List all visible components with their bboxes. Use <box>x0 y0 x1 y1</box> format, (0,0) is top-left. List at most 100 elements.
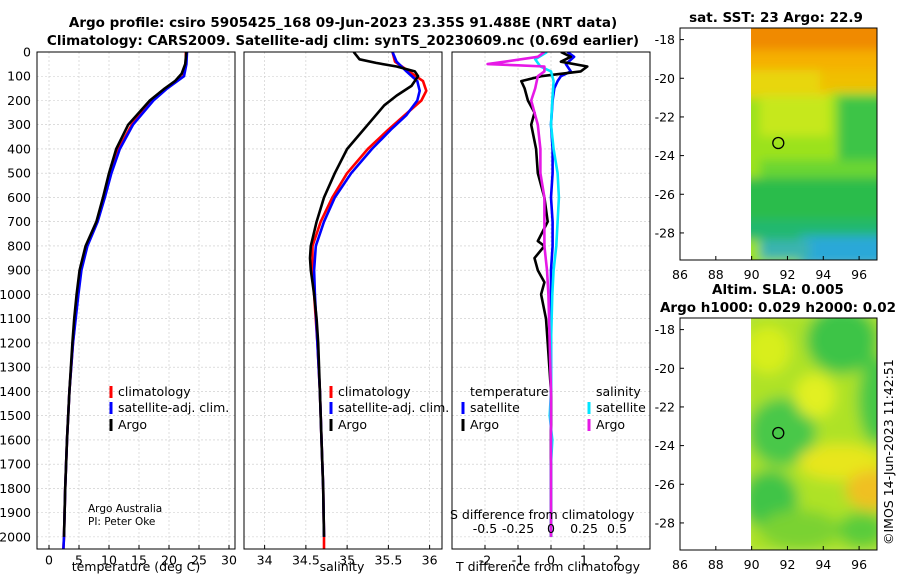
legend-label-climatology: climatology <box>118 384 191 399</box>
legend-label-sal-argo: Argo <box>596 417 625 432</box>
legend-label-temp-argo: Argo <box>470 417 499 432</box>
series-line-argo <box>62 52 188 537</box>
x-tick-label: 25 <box>191 553 207 568</box>
salinity-series <box>308 52 428 549</box>
sdiff-tick-label: 0.5 <box>607 521 627 536</box>
salinity-grid <box>244 51 442 549</box>
depth-tick-labels: 0 100 200 300 400 500 600 700 800 900 1000 1100 1200… <box>0 45 31 545</box>
depth-tick-label: 2000 <box>0 529 31 544</box>
legend-header-temperature: temperature <box>470 384 549 399</box>
sdiff-tick-labels: -0.5 -0.25 0 0.25 0.5 <box>473 521 627 536</box>
sdiff-tick-label: -0.5 <box>473 521 497 536</box>
legend-label-sal-satellite: satellite <box>596 400 646 415</box>
lat-tick-label: -28 <box>655 225 675 240</box>
sst-field <box>751 28 877 260</box>
sst-map: sat. SST: 23 Argo: 22.9 -18-20-22-24-26-… <box>655 10 878 282</box>
depth-tick-label: 0 <box>23 45 31 60</box>
difference-series <box>486 52 589 537</box>
legend-label-argo: Argo <box>118 417 147 432</box>
lon-tick-label: 90 <box>744 557 760 572</box>
temperature-axes-frame <box>36 51 236 550</box>
lat-tick-label: -28 <box>655 515 675 530</box>
x-tick-label: 1 <box>580 553 588 568</box>
lat-tick-label: -26 <box>655 187 675 202</box>
x-tick-label: 20 <box>161 553 177 568</box>
depth-tick-label: 200 <box>7 93 31 108</box>
depth-tick-label: 600 <box>7 190 31 205</box>
difference-legend: temperature salinity satellite Argo sate… <box>461 384 646 432</box>
timestamp: ©IMOS 14-Jun-2023 11:42:51 <box>881 359 896 545</box>
difference-panel: -2 -1 0 1 2 -0.5 -0.25 0 0.25 0.5 S difference f… <box>450 51 651 574</box>
sst-lat-tick-labels: -18 -20 -22 -24 -26 -28 <box>655 32 684 240</box>
legend-label-satellite: satellite-adj. clim. <box>118 400 229 415</box>
depth-tick-label: 1700 <box>0 457 31 472</box>
temperature-tick-labels: 0 5 10 15 20 25 30 <box>45 545 237 568</box>
series-line-salinity-argo <box>486 52 553 537</box>
depth-tick-label: 900 <box>7 263 31 278</box>
lon-tick-label: 86 <box>672 557 688 572</box>
series-line-climatology <box>62 52 188 549</box>
lat-tick-label: -20 <box>655 71 675 86</box>
salinity-panel: 34 34.5 35 35.5 36 salinity climatology sate… <box>243 51 449 574</box>
lon-tick-label: 94 <box>815 267 831 282</box>
depth-tick-label: 100 <box>7 69 31 84</box>
tdiff-tick-labels: -2 -1 0 1 2 <box>479 545 621 568</box>
depth-tick-label: 700 <box>7 214 31 229</box>
sla-map: Altim. SLA: 0.005 Argo h1000: 0.029 h200… <box>655 282 896 572</box>
sdiff-xlabel: S difference from climatology <box>450 507 635 522</box>
lon-tick-label: 86 <box>672 267 688 282</box>
lon-tick-label: 88 <box>708 557 724 572</box>
depth-tick-label: 1000 <box>0 287 31 302</box>
lat-tick-label: -18 <box>655 322 675 337</box>
lon-tick-label: 94 <box>815 557 831 572</box>
depth-tick-label: 1900 <box>0 505 31 520</box>
sst-lon-tick-labels: 86 88 90 92 94 96 <box>672 256 867 282</box>
x-tick-label: 15 <box>131 553 147 568</box>
depth-tick-label: 1800 <box>0 481 31 496</box>
lat-tick-label: -24 <box>655 148 675 163</box>
lat-tick-label: -24 <box>655 438 675 453</box>
salinity-xlabel: salinity <box>320 559 365 574</box>
lon-tick-label: 88 <box>708 267 724 282</box>
temperature-panel: 0100200300400500600700800900100011001200… <box>0 45 237 575</box>
lon-tick-label: 96 <box>851 557 867 572</box>
lat-tick-label: -22 <box>655 399 675 414</box>
sla-map-frame <box>679 317 878 551</box>
sla-lat-tick-labels: -18 -20 -22 -24 -26 -28 <box>655 322 684 530</box>
series-line-climatology <box>311 52 428 549</box>
sla-map-title-line2: Argo h1000: 0.029 h2000: 0.02 <box>660 300 896 316</box>
x-tick-label: 34 <box>257 553 273 568</box>
legend-label-argo: Argo <box>338 417 367 432</box>
depth-tick-label: 1600 <box>0 432 31 447</box>
lon-tick-label: 96 <box>851 267 867 282</box>
x-tick-label: 34.5 <box>292 553 320 568</box>
salinity-axes-frame <box>243 51 443 550</box>
depth-tick-label: 400 <box>7 141 31 156</box>
lat-tick-label: -20 <box>655 361 675 376</box>
x-tick-label: 35.5 <box>374 553 402 568</box>
sdiff-tick-label: 0 <box>547 521 555 536</box>
depth-tick-label: 1400 <box>0 384 31 399</box>
sla-field <box>751 318 877 550</box>
lon-tick-label: 92 <box>780 557 796 572</box>
lat-tick-label: -26 <box>655 477 675 492</box>
legend-label-temp-satellite: satellite <box>470 400 520 415</box>
series-line-argo <box>308 52 420 537</box>
lon-tick-label: 92 <box>780 267 796 282</box>
depth-tick-label: 300 <box>7 117 31 132</box>
x-tick-label: -1 <box>512 553 524 568</box>
depth-tick-label: 1200 <box>0 335 31 350</box>
x-tick-label: 0 <box>45 553 53 568</box>
x-tick-label: 0 <box>547 553 555 568</box>
x-tick-label: -2 <box>479 553 491 568</box>
figure-title-line1: Argo profile: csiro 5905425_168 09-Jun-2… <box>69 15 617 31</box>
series-line-satellite-adj-clim- <box>62 52 189 549</box>
legend-header-salinity: salinity <box>596 384 641 399</box>
figure-title-line2: Climatology: CARS2009. Satellite-adj cli… <box>47 33 639 49</box>
x-tick-label: 10 <box>101 553 117 568</box>
credit-line1: Argo Australia <box>88 503 162 515</box>
sdiff-tick-label: 0.25 <box>570 521 598 536</box>
x-tick-label: 2 <box>613 553 621 568</box>
lat-tick-label: -22 <box>655 109 675 124</box>
